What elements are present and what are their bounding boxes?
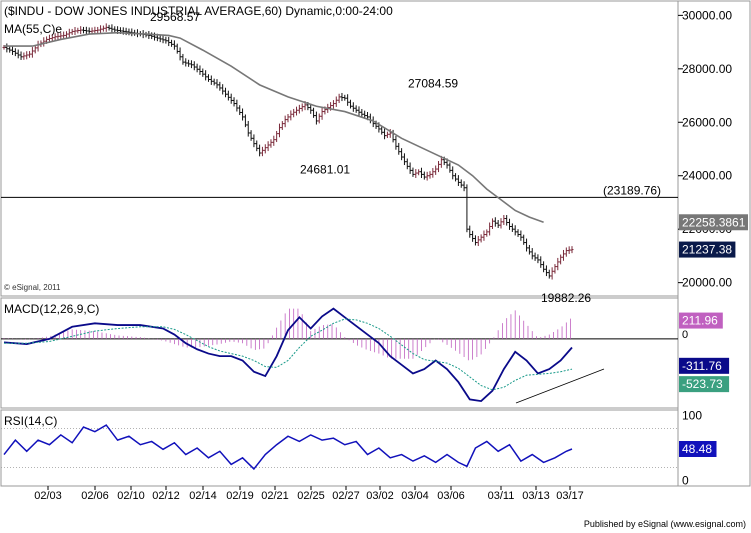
annotation-high: 29568.57 (150, 10, 200, 24)
ma-label: MA(55,C)e (4, 22, 62, 36)
level-line-label: (23189.76) (603, 183, 661, 197)
x-tick-label: 02/14 (189, 490, 217, 502)
price-y-tick-label: 20000.00 (682, 276, 732, 290)
macd-histogram (3, 308, 571, 361)
publisher-credit: Published by eSignal (www.esignal.com) (584, 519, 746, 529)
macd-trendline (515, 368, 605, 404)
rsi-guide-lines (1, 428, 678, 468)
x-axis: 02/03 02/06 02/10 02/12 02/14 02/19 02/21 02/25… (34, 486, 584, 502)
price-tag-last_close: 21237.38 (682, 243, 732, 257)
macd-line (3, 307, 573, 403)
price-tag-moving_average: 22258.3861 (682, 215, 746, 229)
x-tick-label: 03/13 (522, 490, 550, 502)
x-tick-label: 03/02 (366, 490, 394, 502)
macd-tag-macd-box (679, 357, 730, 374)
price-y-tick-label: 24000.00 (682, 169, 732, 183)
rsi-value-tags: 48.48 (679, 440, 717, 457)
x-tick-label: 02/27 (332, 490, 360, 502)
price-tag-moving_average-box (679, 214, 748, 231)
price-tags: 22258.3861 21237.38 (679, 214, 748, 258)
macd-tag-macd: -311.76 (682, 359, 722, 373)
annotation-low: 24681.01 (300, 163, 350, 177)
x-tick-label: 02/10 (117, 490, 145, 502)
price-y-tick-label: 30000.00 (682, 8, 732, 22)
annotation-high: 27084.59 (408, 76, 458, 90)
price-tag-last_close-box (679, 241, 736, 258)
signal-line (4, 318, 573, 391)
x-tick-label: 03/11 (488, 490, 515, 502)
x-tick-label: 03/04 (401, 490, 429, 502)
rsi-y-tick-label: 100 (682, 408, 702, 422)
macd-tag-histogram: 211.96 (682, 314, 718, 328)
x-tick-label: 02/12 (152, 490, 180, 502)
macd-value-tags: 211.96 -311.76 -523.73 (679, 312, 730, 393)
macd-zero-label: 0 (682, 329, 688, 341)
x-tick-label: 02/06 (81, 490, 109, 502)
macd-tag-histogram-box (679, 312, 723, 329)
rsi-tag-box (679, 440, 717, 457)
price-bars (2, 23, 574, 280)
rsi-label: RSI(14,C) (4, 414, 57, 428)
x-tick-label: 02/19 (226, 490, 254, 502)
macd-panel (0, 297, 679, 409)
rsi-y-tick-label: 0 (682, 474, 689, 488)
macd-tag-signal-box (679, 376, 730, 393)
x-tick-label: 02/25 (297, 490, 325, 502)
price-annotations: (23189.76) 29568.57 27084.59 24681.01 19882.… (150, 10, 661, 305)
x-tick-label: 02/03 (34, 490, 62, 502)
watermark: © eSignal, 2011 (4, 283, 61, 292)
x-tick-label: 03/17 (556, 490, 584, 502)
chart-title: ($INDU - DOW JONES INDUSTRIAL AVERAGE,60… (4, 4, 393, 18)
rsi-line (3, 424, 573, 471)
macd-tag-signal: -523.73 (682, 377, 723, 391)
annotation-low: 19882.26 (541, 291, 591, 305)
macd-label: MACD(12,26,9,C) (4, 302, 99, 316)
moving-average-line (4, 31, 544, 224)
price-y-tick-label: 26000.00 (682, 115, 732, 129)
rsi-panel (0, 409, 679, 487)
price-y-tick-label: 28000.00 (682, 62, 732, 76)
price-panel (0, 0, 679, 297)
rsi-tag: 48.48 (682, 442, 712, 456)
x-tick-label: 03/06 (437, 490, 465, 502)
x-tick-label: 02/21 (261, 490, 289, 502)
